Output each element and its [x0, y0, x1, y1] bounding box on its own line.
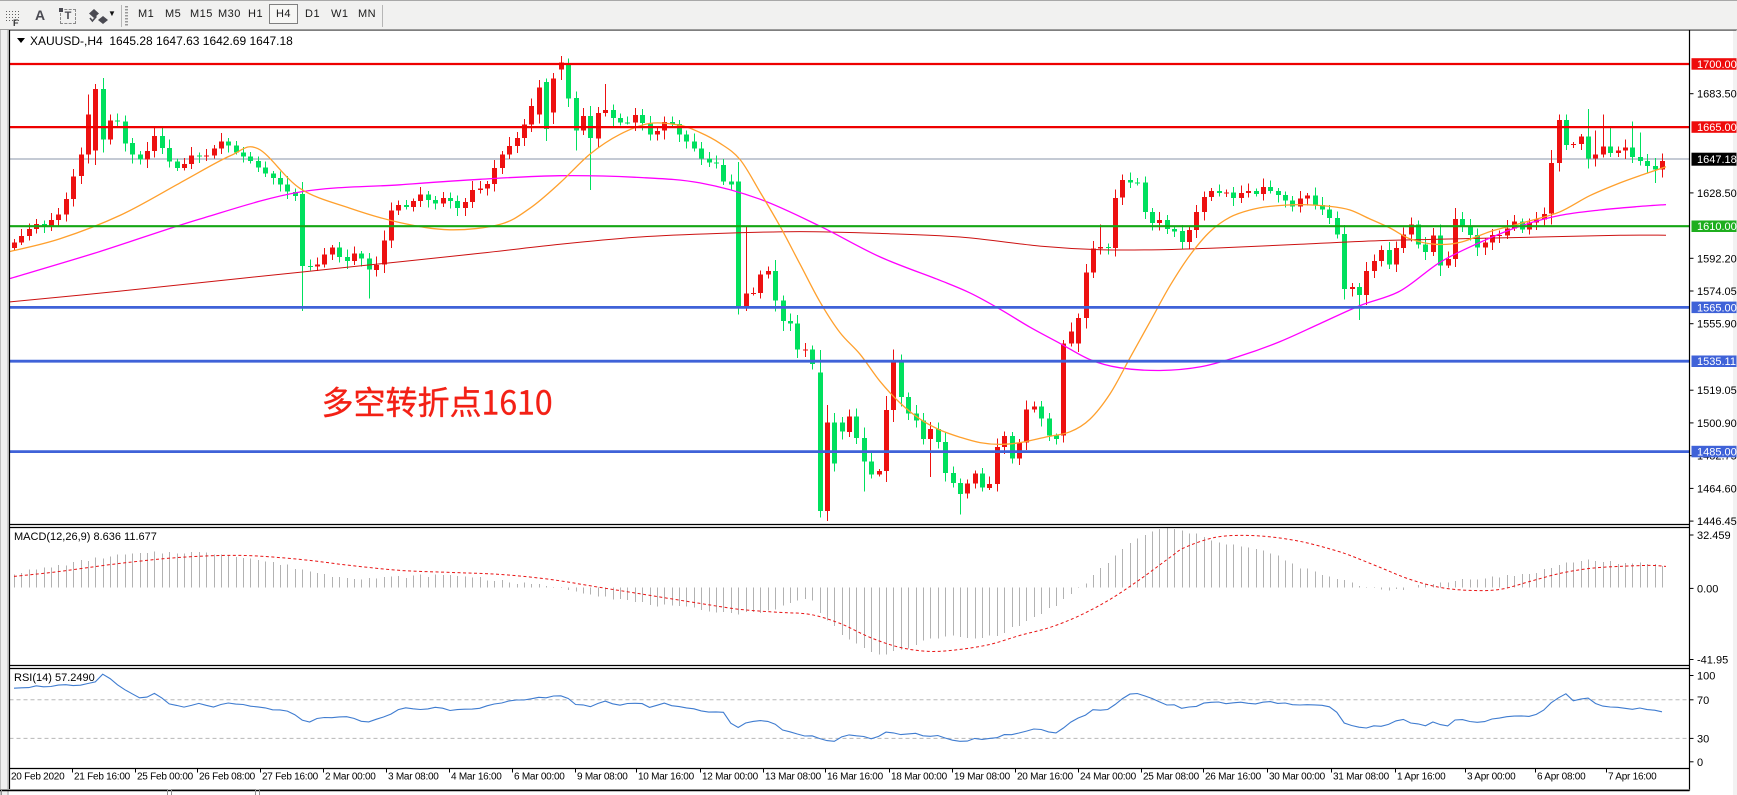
svg-text:12 Mar 00:00: 12 Mar 00:00 — [702, 772, 759, 783]
svg-text:20 Mar 16:00: 20 Mar 16:00 — [1017, 772, 1074, 783]
svg-text:1592.20: 1592.20 — [1697, 253, 1737, 265]
svg-text:9 Mar 08:00: 9 Mar 08:00 — [577, 772, 628, 783]
svg-text:1574.05: 1574.05 — [1697, 286, 1737, 298]
svg-text:0.00: 0.00 — [1697, 583, 1718, 595]
svg-text:1519.05: 1519.05 — [1697, 385, 1737, 397]
svg-text:1555.90: 1555.90 — [1697, 319, 1737, 331]
svg-text:-41.95: -41.95 — [1697, 655, 1728, 667]
svg-text:100: 100 — [1697, 671, 1715, 683]
svg-text:1647.18: 1647.18 — [1697, 154, 1737, 166]
svg-text:1683.50: 1683.50 — [1697, 89, 1737, 101]
svg-text:21 Feb 16:00: 21 Feb 16:00 — [74, 772, 131, 783]
svg-text:2 Mar 00:00: 2 Mar 00:00 — [325, 772, 376, 783]
svg-text:1 Apr 16:00: 1 Apr 16:00 — [1397, 772, 1446, 783]
svg-text:3 Apr 00:00: 3 Apr 00:00 — [1467, 772, 1516, 783]
svg-text:1665.00: 1665.00 — [1697, 122, 1737, 134]
svg-text:32.459: 32.459 — [1697, 530, 1731, 542]
svg-text:7 Apr 16:00: 7 Apr 16:00 — [1608, 772, 1657, 783]
svg-text:0: 0 — [1697, 757, 1703, 769]
svg-text:MACD(12,26,9) 8.636 11.677: MACD(12,26,9) 8.636 11.677 — [14, 531, 157, 543]
svg-text:25 Mar 08:00: 25 Mar 08:00 — [1143, 772, 1200, 783]
svg-text:1500.90: 1500.90 — [1697, 418, 1737, 430]
svg-text:13 Mar 08:00: 13 Mar 08:00 — [765, 772, 822, 783]
svg-text:30 Mar 00:00: 30 Mar 00:00 — [1269, 772, 1326, 783]
svg-text:3 Mar 08:00: 3 Mar 08:00 — [388, 772, 439, 783]
svg-text:10 Mar 16:00: 10 Mar 16:00 — [638, 772, 695, 783]
svg-text:1610.00: 1610.00 — [1697, 221, 1737, 233]
svg-text:6 Apr 08:00: 6 Apr 08:00 — [1537, 772, 1586, 783]
svg-text:18 Mar 00:00: 18 Mar 00:00 — [891, 772, 948, 783]
svg-text:26 Feb 08:00: 26 Feb 08:00 — [199, 772, 256, 783]
svg-text:RSI(14) 57.2490: RSI(14) 57.2490 — [14, 672, 95, 684]
svg-text:4 Mar 16:00: 4 Mar 16:00 — [451, 772, 502, 783]
svg-text:16 Mar 16:00: 16 Mar 16:00 — [827, 772, 884, 783]
svg-text:20 Feb 2020: 20 Feb 2020 — [11, 772, 65, 783]
svg-text:70: 70 — [1697, 695, 1709, 707]
svg-text:30: 30 — [1697, 733, 1709, 745]
svg-text:6 Mar 00:00: 6 Mar 00:00 — [514, 772, 565, 783]
svg-text:1628.50: 1628.50 — [1697, 188, 1737, 200]
svg-text:24 Mar 00:00: 24 Mar 00:00 — [1080, 772, 1137, 783]
svg-text:1700.00: 1700.00 — [1697, 59, 1737, 71]
svg-text:1446.45: 1446.45 — [1697, 516, 1737, 528]
svg-text:1565.00: 1565.00 — [1697, 302, 1737, 314]
svg-text:XAUUSD-,H4 1645.28 1647.63 16: XAUUSD-,H4 1645.28 1647.63 1642.69 1647.… — [30, 34, 293, 48]
svg-text:26 Mar 16:00: 26 Mar 16:00 — [1205, 772, 1262, 783]
svg-text:27 Feb 16:00: 27 Feb 16:00 — [262, 772, 319, 783]
svg-text:31 Mar 08:00: 31 Mar 08:00 — [1333, 772, 1390, 783]
svg-text:1464.60: 1464.60 — [1697, 483, 1737, 495]
svg-text:1535.11: 1535.11 — [1697, 356, 1736, 368]
svg-text:25 Feb 00:00: 25 Feb 00:00 — [137, 772, 194, 783]
svg-text:1485.00: 1485.00 — [1697, 447, 1737, 459]
svg-text:19 Mar 08:00: 19 Mar 08:00 — [954, 772, 1011, 783]
